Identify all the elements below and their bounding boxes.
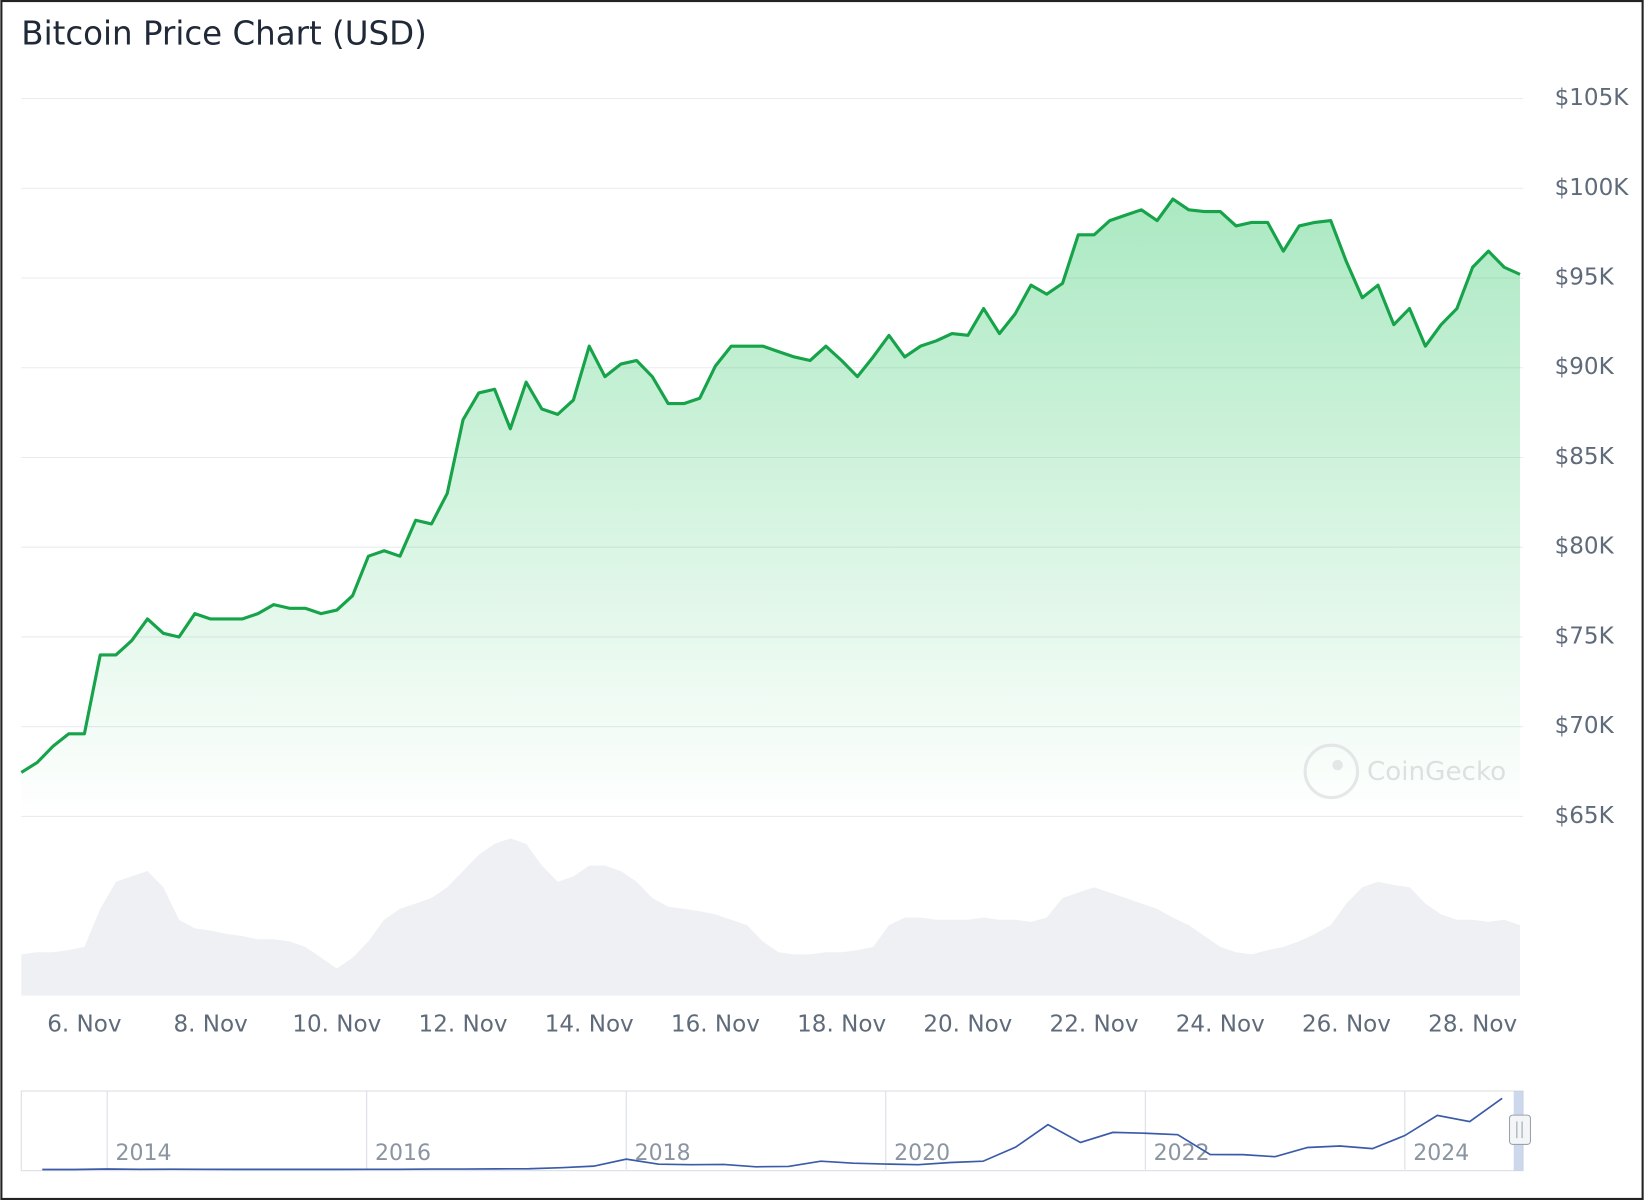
y-tick-label: $100K	[1555, 175, 1630, 201]
navigator-line	[42, 1097, 1503, 1171]
navigator-label: 2024	[1413, 1141, 1469, 1166]
x-tick-label: 12. Nov	[419, 1011, 508, 1037]
navigator-label: 2020	[894, 1141, 950, 1166]
price-area	[21, 199, 1520, 817]
x-tick-label: 28. Nov	[1428, 1011, 1517, 1037]
watermark-icon	[1303, 743, 1360, 800]
y-tick-label: $90K	[1555, 354, 1615, 380]
y-tick-label: $70K	[1555, 713, 1615, 739]
volume-pane	[21, 838, 1520, 996]
x-tick-label: 16. Nov	[671, 1011, 760, 1037]
x-tick-label: 22. Nov	[1050, 1011, 1139, 1037]
y-tick-label: $75K	[1555, 623, 1615, 649]
watermark-text: CoinGecko	[1367, 757, 1506, 787]
price-line	[20, 197, 1521, 774]
x-tick-label: 8. Nov	[173, 1011, 247, 1037]
watermark: CoinGecko	[1303, 743, 1506, 800]
y-tick-label: $105K	[1555, 85, 1630, 111]
navigator[interactable]: 2014 2016 2018 2020 2022 2024	[20, 1090, 1524, 1172]
chart-title: Bitcoin Price Chart (USD)	[21, 15, 426, 53]
y-tick-label: $65K	[1555, 803, 1615, 829]
navigator-label: 2016	[375, 1141, 431, 1166]
navigator-frame	[20, 1090, 1524, 1172]
x-tick-label: 24. Nov	[1176, 1011, 1265, 1037]
x-tick-label: 18. Nov	[797, 1011, 886, 1037]
navigator-handle[interactable]	[1508, 1091, 1531, 1171]
y-tick-label: $85K	[1555, 444, 1615, 470]
x-tick-label: 26. Nov	[1302, 1011, 1391, 1037]
y-tick-label: $95K	[1555, 264, 1615, 290]
watermark-icon-eye	[1332, 759, 1343, 771]
x-tick-label: 14. Nov	[545, 1011, 634, 1037]
y-tick-label: $80K	[1555, 534, 1615, 560]
x-tick-label: 20. Nov	[923, 1011, 1012, 1037]
volume-area	[21, 838, 1520, 996]
x-tick-label: 6. Nov	[47, 1011, 121, 1037]
navigator-grip[interactable]	[1508, 1114, 1531, 1145]
x-axis: 6. Nov 8. Nov 10. Nov 12. Nov 14. Nov 16. Nov…	[47, 1011, 1517, 1037]
navigator-label: 2022	[1154, 1141, 1210, 1166]
x-tick-label: 10. Nov	[292, 1011, 381, 1037]
navigator-label: 2014	[116, 1141, 172, 1166]
price-pane	[20, 197, 1521, 817]
